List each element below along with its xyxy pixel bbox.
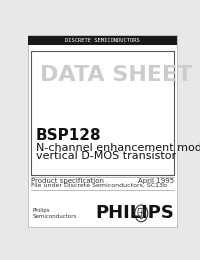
Text: N-channel enhancement mode: N-channel enhancement mode (36, 143, 200, 153)
Text: BSP128: BSP128 (36, 128, 101, 143)
Text: DISCRETE SEMICONDUCTORS: DISCRETE SEMICONDUCTORS (65, 38, 140, 43)
Bar (28, 36, 177, 45)
Text: File under Discrete Semiconductors, SC13b: File under Discrete Semiconductors, SC13… (31, 182, 167, 187)
Text: Product specification: Product specification (31, 178, 104, 184)
FancyBboxPatch shape (28, 35, 177, 228)
Bar (31, 51, 174, 175)
Text: April 1995: April 1995 (138, 178, 174, 184)
Text: Philips
Semiconductors: Philips Semiconductors (33, 208, 77, 219)
Text: PHILIPS: PHILIPS (95, 204, 174, 222)
Text: DATA SHEET: DATA SHEET (40, 65, 193, 85)
Text: vertical D-MOS transistor: vertical D-MOS transistor (36, 151, 176, 161)
